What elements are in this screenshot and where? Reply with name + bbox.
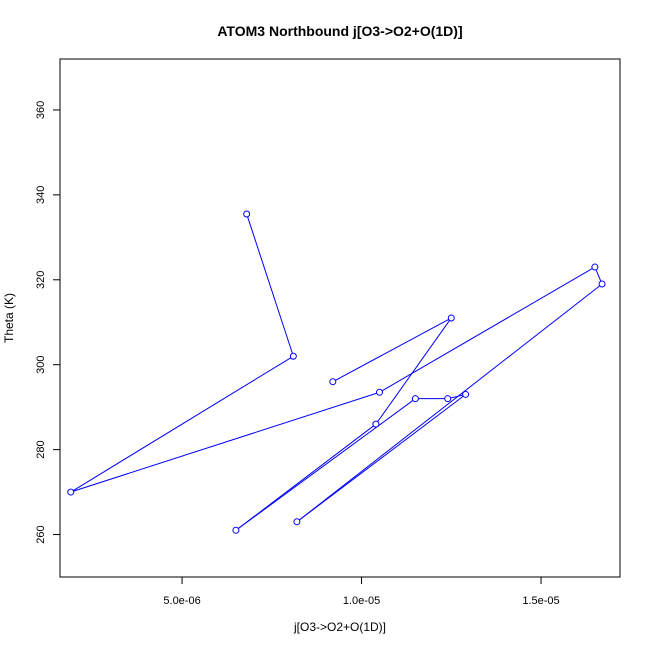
y-tick-label: 300 <box>35 356 47 374</box>
data-point <box>329 378 337 386</box>
data-point <box>444 395 452 403</box>
series-line-segment <box>238 400 414 529</box>
series-line-segment <box>298 285 600 521</box>
y-tick-label: 260 <box>35 525 47 543</box>
y-tick-label: 340 <box>35 186 47 204</box>
data-point <box>375 388 383 396</box>
series-line-segment <box>237 425 374 529</box>
y-axis-label: Theta (K) <box>2 293 16 343</box>
series-line-segment <box>299 395 464 521</box>
data-point <box>591 263 599 271</box>
y-tick-label: 360 <box>35 101 47 119</box>
data-point <box>447 314 455 322</box>
series-line-segment <box>381 268 593 392</box>
data-point <box>598 280 606 288</box>
series-layer <box>67 210 606 534</box>
plot-area-frame <box>59 58 621 578</box>
series-line-segment <box>595 269 602 282</box>
x-tick-label: 1.5e-05 <box>522 595 559 607</box>
y-tick-label: 280 <box>35 440 47 458</box>
data-point <box>462 390 470 398</box>
x-axis-label: j[O3->O2+O(1D)] <box>293 620 386 634</box>
x-tick-label: 1.0e-05 <box>343 595 380 607</box>
x-axis: 5.0e-06 1.0e-05 1.5e-05 <box>163 577 560 607</box>
data-point <box>243 210 251 218</box>
series-line-segment <box>377 320 450 422</box>
series-line-segment <box>73 357 292 491</box>
x-tick-label: 5.0e-06 <box>163 595 200 607</box>
data-point <box>411 395 419 403</box>
data-point <box>293 518 301 526</box>
series-line-segment <box>247 216 293 354</box>
chart-title: ATOM3 Northbound j[O3->O2+O(1D)] <box>217 23 462 39</box>
y-tick-label: 320 <box>35 271 47 289</box>
data-point <box>232 526 240 534</box>
series-line-segment <box>335 318 449 381</box>
data-point <box>289 352 297 360</box>
data-point <box>372 420 380 428</box>
series-line-segment <box>73 392 377 492</box>
data-point <box>67 488 75 496</box>
series-line-segment <box>450 394 463 399</box>
y-axis: 260 280 300 320 340 360 <box>35 101 60 544</box>
